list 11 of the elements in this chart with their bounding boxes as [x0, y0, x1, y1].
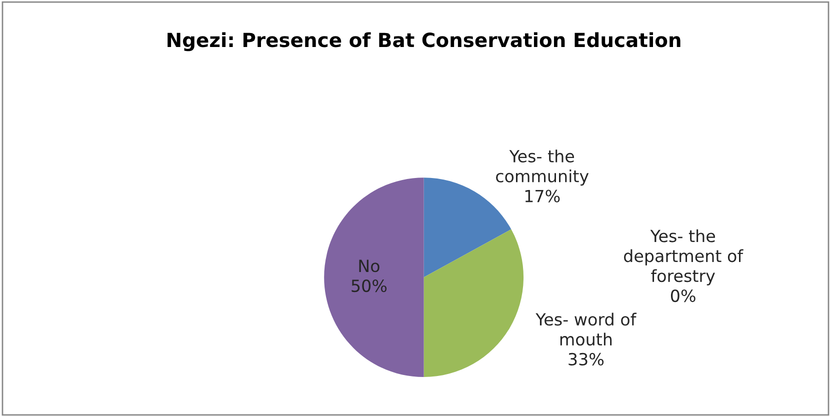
slice-label: No: [359, 260, 380, 272]
chart-title: Ngezi: Presence of Bat Conservation Education: [168, 32, 680, 52]
slice-label: Yes- the community: [496, 150, 589, 186]
pie-slice: [424, 229, 524, 378]
data-label: 50%: [352, 280, 387, 292]
slice-label: Yes- word of mouth: [536, 312, 637, 346]
data-label: 17%: [525, 190, 560, 202]
data-label: 33%: [568, 352, 604, 366]
pie-slice: [324, 178, 424, 378]
text: 0%: [670, 289, 696, 302]
category-label: Yes- the department of forestry: [624, 229, 744, 286]
